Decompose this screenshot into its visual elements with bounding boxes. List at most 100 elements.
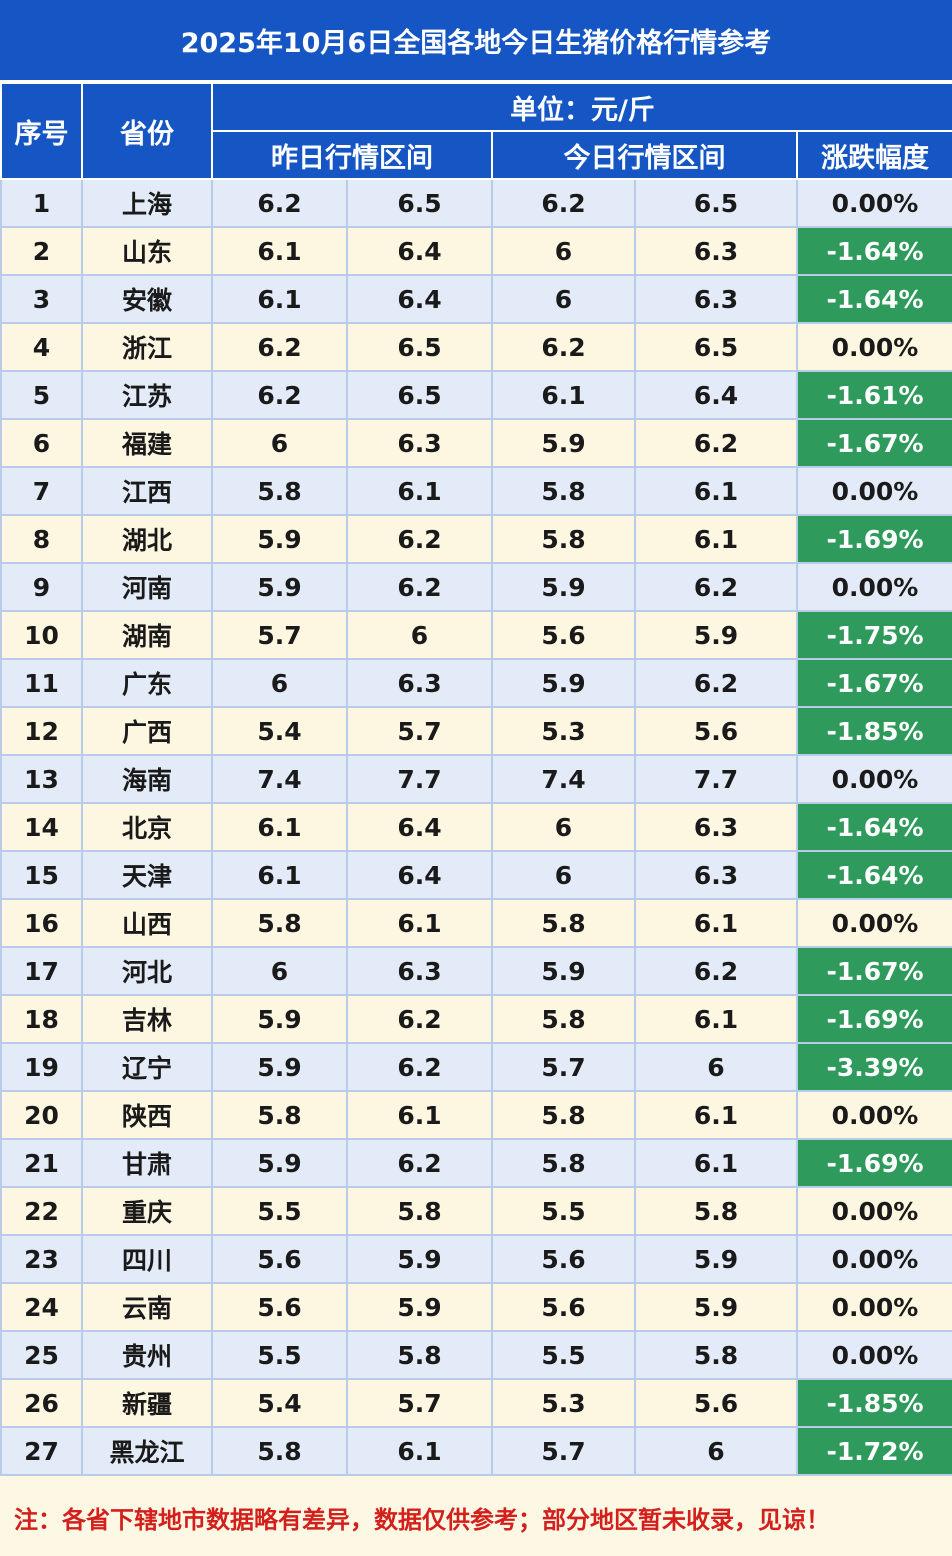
change-cell: -1.67% xyxy=(796,418,952,468)
seq-cell: 7 xyxy=(0,466,83,516)
seq-cell: 23 xyxy=(0,1234,83,1284)
change-cell: -1.69% xyxy=(796,1138,952,1188)
today-high-cell: 6.5 xyxy=(634,322,798,372)
seq-cell: 16 xyxy=(0,898,83,948)
province-cell: 河南 xyxy=(81,562,213,612)
table-row: 22 重庆 5.5 5.8 5.5 5.8 0.00% xyxy=(0,1186,952,1236)
province-cell: 广西 xyxy=(81,706,213,756)
yesterday-low-cell: 5.7 xyxy=(211,610,348,660)
province-cell: 福建 xyxy=(81,418,213,468)
table-row: 1 上海 6.2 6.5 6.2 6.5 0.00% xyxy=(0,178,952,228)
table-row: 15 天津 6.1 6.4 6 6.3 -1.64% xyxy=(0,850,952,900)
today-high-cell: 6.3 xyxy=(634,802,798,852)
yesterday-high-cell: 6.5 xyxy=(346,322,493,372)
province-cell: 湖南 xyxy=(81,610,213,660)
yesterday-high-cell: 5.8 xyxy=(346,1186,493,1236)
yesterday-low-cell: 6 xyxy=(211,658,348,708)
today-low-cell: 5.9 xyxy=(491,562,636,612)
page-title: 2025年10月6日全国各地今日生猪价格行情参考 xyxy=(0,0,952,82)
province-cell: 贵州 xyxy=(81,1330,213,1380)
province-cell: 安徽 xyxy=(81,274,213,324)
today-low-cell: 5.9 xyxy=(491,658,636,708)
yesterday-high-cell: 6.4 xyxy=(346,850,493,900)
yesterday-low-cell: 5.9 xyxy=(211,514,348,564)
table-row: 23 四川 5.6 5.9 5.6 5.9 0.00% xyxy=(0,1234,952,1284)
seq-cell: 8 xyxy=(0,514,83,564)
change-cell: -1.64% xyxy=(796,802,952,852)
seq-cell: 9 xyxy=(0,562,83,612)
today-low-cell: 6.2 xyxy=(491,178,636,228)
today-high-cell: 5.9 xyxy=(634,1234,798,1284)
yesterday-low-cell: 7.4 xyxy=(211,754,348,804)
province-cell: 黑龙江 xyxy=(81,1426,213,1476)
today-low-cell: 5.5 xyxy=(491,1186,636,1236)
province-cell: 广东 xyxy=(81,658,213,708)
today-high-cell: 6.1 xyxy=(634,994,798,1044)
change-cell: -1.67% xyxy=(796,946,952,996)
change-cell: -1.61% xyxy=(796,370,952,420)
header-seq: 序号 xyxy=(0,82,83,180)
province-cell: 江西 xyxy=(81,466,213,516)
yesterday-high-cell: 6.1 xyxy=(346,898,493,948)
today-high-cell: 6.1 xyxy=(634,466,798,516)
yesterday-high-cell: 6.3 xyxy=(346,658,493,708)
change-cell: 0.00% xyxy=(796,322,952,372)
today-low-cell: 6 xyxy=(491,802,636,852)
yesterday-high-cell: 7.7 xyxy=(346,754,493,804)
change-cell: 0.00% xyxy=(796,1186,952,1236)
change-cell: -3.39% xyxy=(796,1042,952,1092)
header-today-range: 今日行情区间 xyxy=(491,130,798,180)
yesterday-low-cell: 5.5 xyxy=(211,1330,348,1380)
seq-cell: 17 xyxy=(0,946,83,996)
province-cell: 吉林 xyxy=(81,994,213,1044)
change-cell: -1.69% xyxy=(796,514,952,564)
header-unit: 单位：元/斤 xyxy=(211,82,952,132)
today-low-cell: 5.8 xyxy=(491,1090,636,1140)
change-cell: -1.75% xyxy=(796,610,952,660)
header-change: 涨跌幅度 xyxy=(796,130,952,180)
yesterday-high-cell: 6.4 xyxy=(346,226,493,276)
seq-cell: 19 xyxy=(0,1042,83,1092)
table-row: 2 山东 6.1 6.4 6 6.3 -1.64% xyxy=(0,226,952,276)
today-low-cell: 5.8 xyxy=(491,466,636,516)
seq-cell: 13 xyxy=(0,754,83,804)
province-cell: 四川 xyxy=(81,1234,213,1284)
yesterday-high-cell: 6.1 xyxy=(346,466,493,516)
yesterday-low-cell: 6.2 xyxy=(211,370,348,420)
seq-cell: 2 xyxy=(0,226,83,276)
footnote: 注：各省下辖地市数据略有差异，数据仅供参考；部分地区暂未收录，见谅！ xyxy=(0,1478,952,1556)
seq-cell: 27 xyxy=(0,1426,83,1476)
yesterday-high-cell: 6 xyxy=(346,610,493,660)
today-low-cell: 6 xyxy=(491,850,636,900)
yesterday-high-cell: 5.7 xyxy=(346,1378,493,1428)
today-low-cell: 6 xyxy=(491,274,636,324)
seq-cell: 20 xyxy=(0,1090,83,1140)
change-cell: -1.64% xyxy=(796,850,952,900)
today-low-cell: 5.9 xyxy=(491,946,636,996)
seq-cell: 14 xyxy=(0,802,83,852)
yesterday-low-cell: 6 xyxy=(211,418,348,468)
today-high-cell: 6.1 xyxy=(634,514,798,564)
yesterday-low-cell: 6.1 xyxy=(211,274,348,324)
change-cell: -1.64% xyxy=(796,274,952,324)
seq-cell: 15 xyxy=(0,850,83,900)
province-cell: 北京 xyxy=(81,802,213,852)
today-low-cell: 5.8 xyxy=(491,898,636,948)
today-high-cell: 5.6 xyxy=(634,1378,798,1428)
today-low-cell: 5.7 xyxy=(491,1042,636,1092)
yesterday-low-cell: 5.4 xyxy=(211,706,348,756)
yesterday-high-cell: 5.9 xyxy=(346,1282,493,1332)
seq-cell: 12 xyxy=(0,706,83,756)
change-cell: 0.00% xyxy=(796,466,952,516)
province-cell: 天津 xyxy=(81,850,213,900)
change-cell: -1.85% xyxy=(796,706,952,756)
seq-cell: 11 xyxy=(0,658,83,708)
yesterday-low-cell: 5.9 xyxy=(211,994,348,1044)
yesterday-low-cell: 5.8 xyxy=(211,1090,348,1140)
change-cell: 0.00% xyxy=(796,1330,952,1380)
change-cell: -1.72% xyxy=(796,1426,952,1476)
yesterday-low-cell: 6.1 xyxy=(211,226,348,276)
yesterday-low-cell: 5.8 xyxy=(211,1426,348,1476)
header-yesterday-range: 昨日行情区间 xyxy=(211,130,493,180)
today-low-cell: 5.7 xyxy=(491,1426,636,1476)
